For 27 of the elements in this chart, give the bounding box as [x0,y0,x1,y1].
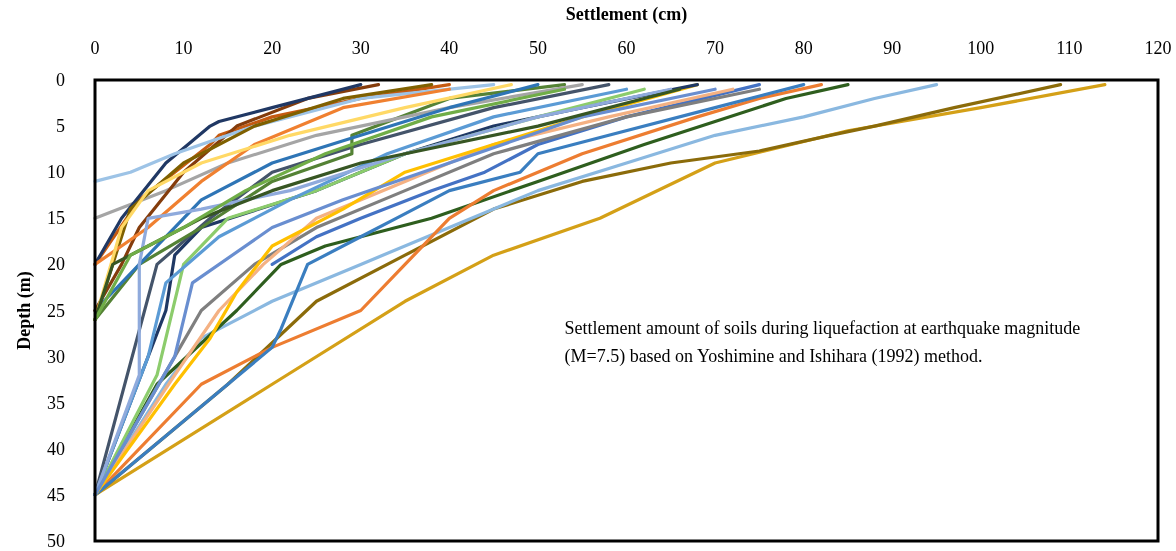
y-tick-label: 35 [47,392,65,413]
y-tick-label: 50 [47,531,65,551]
y-tick-label: 45 [47,484,65,505]
x-tick-label: 70 [706,38,725,58]
x-tick-label: 110 [1056,38,1083,58]
x-tick-label: 30 [351,38,370,58]
x-tick-label: 50 [528,38,547,58]
y-tick-label: 15 [47,208,65,229]
x-tick-label: 40 [440,38,459,58]
x-tick-label: 80 [794,38,813,58]
x-tick-label: 100 [967,38,995,58]
x-tick-label: 0 [90,38,100,58]
y-axis-title: Depth (m) [14,271,35,350]
x-tick-label: 20 [263,38,282,58]
x-tick-label: 60 [617,38,636,58]
y-tick-label: 30 [47,346,65,367]
x-axis-title: Settlement (cm) [565,4,688,25]
x-tick-label: 10 [174,38,193,58]
x-tick-label: 90 [883,38,902,58]
y-tick-label: 20 [47,254,65,275]
y-tick-label: 0 [56,70,65,90]
annotation: Settlement amount of soils during liquefaction at earthquake magnitude (M=7.5) based on Yoshimine and Ishihara (1992) method. [564,317,1081,367]
y-tick-label: 10 [47,162,65,183]
x-tick-label: 120 [1144,38,1172,58]
y-tick-label: 40 [47,438,65,459]
y-tick-label: 5 [56,116,65,137]
y-tick-label: 25 [47,300,65,321]
